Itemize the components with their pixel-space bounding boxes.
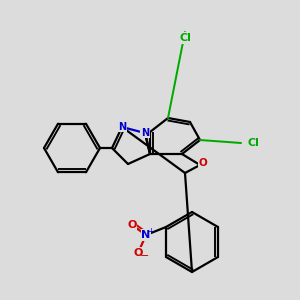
Text: −: − [140, 251, 150, 261]
Text: +: + [148, 226, 154, 236]
Text: O: O [133, 248, 143, 258]
Text: Cl: Cl [247, 138, 259, 148]
Text: Cl: Cl [179, 33, 191, 43]
Text: O: O [199, 158, 207, 168]
Text: N: N [141, 128, 149, 138]
Text: N: N [141, 230, 151, 240]
Text: N: N [118, 122, 126, 132]
Text: O: O [127, 220, 137, 230]
